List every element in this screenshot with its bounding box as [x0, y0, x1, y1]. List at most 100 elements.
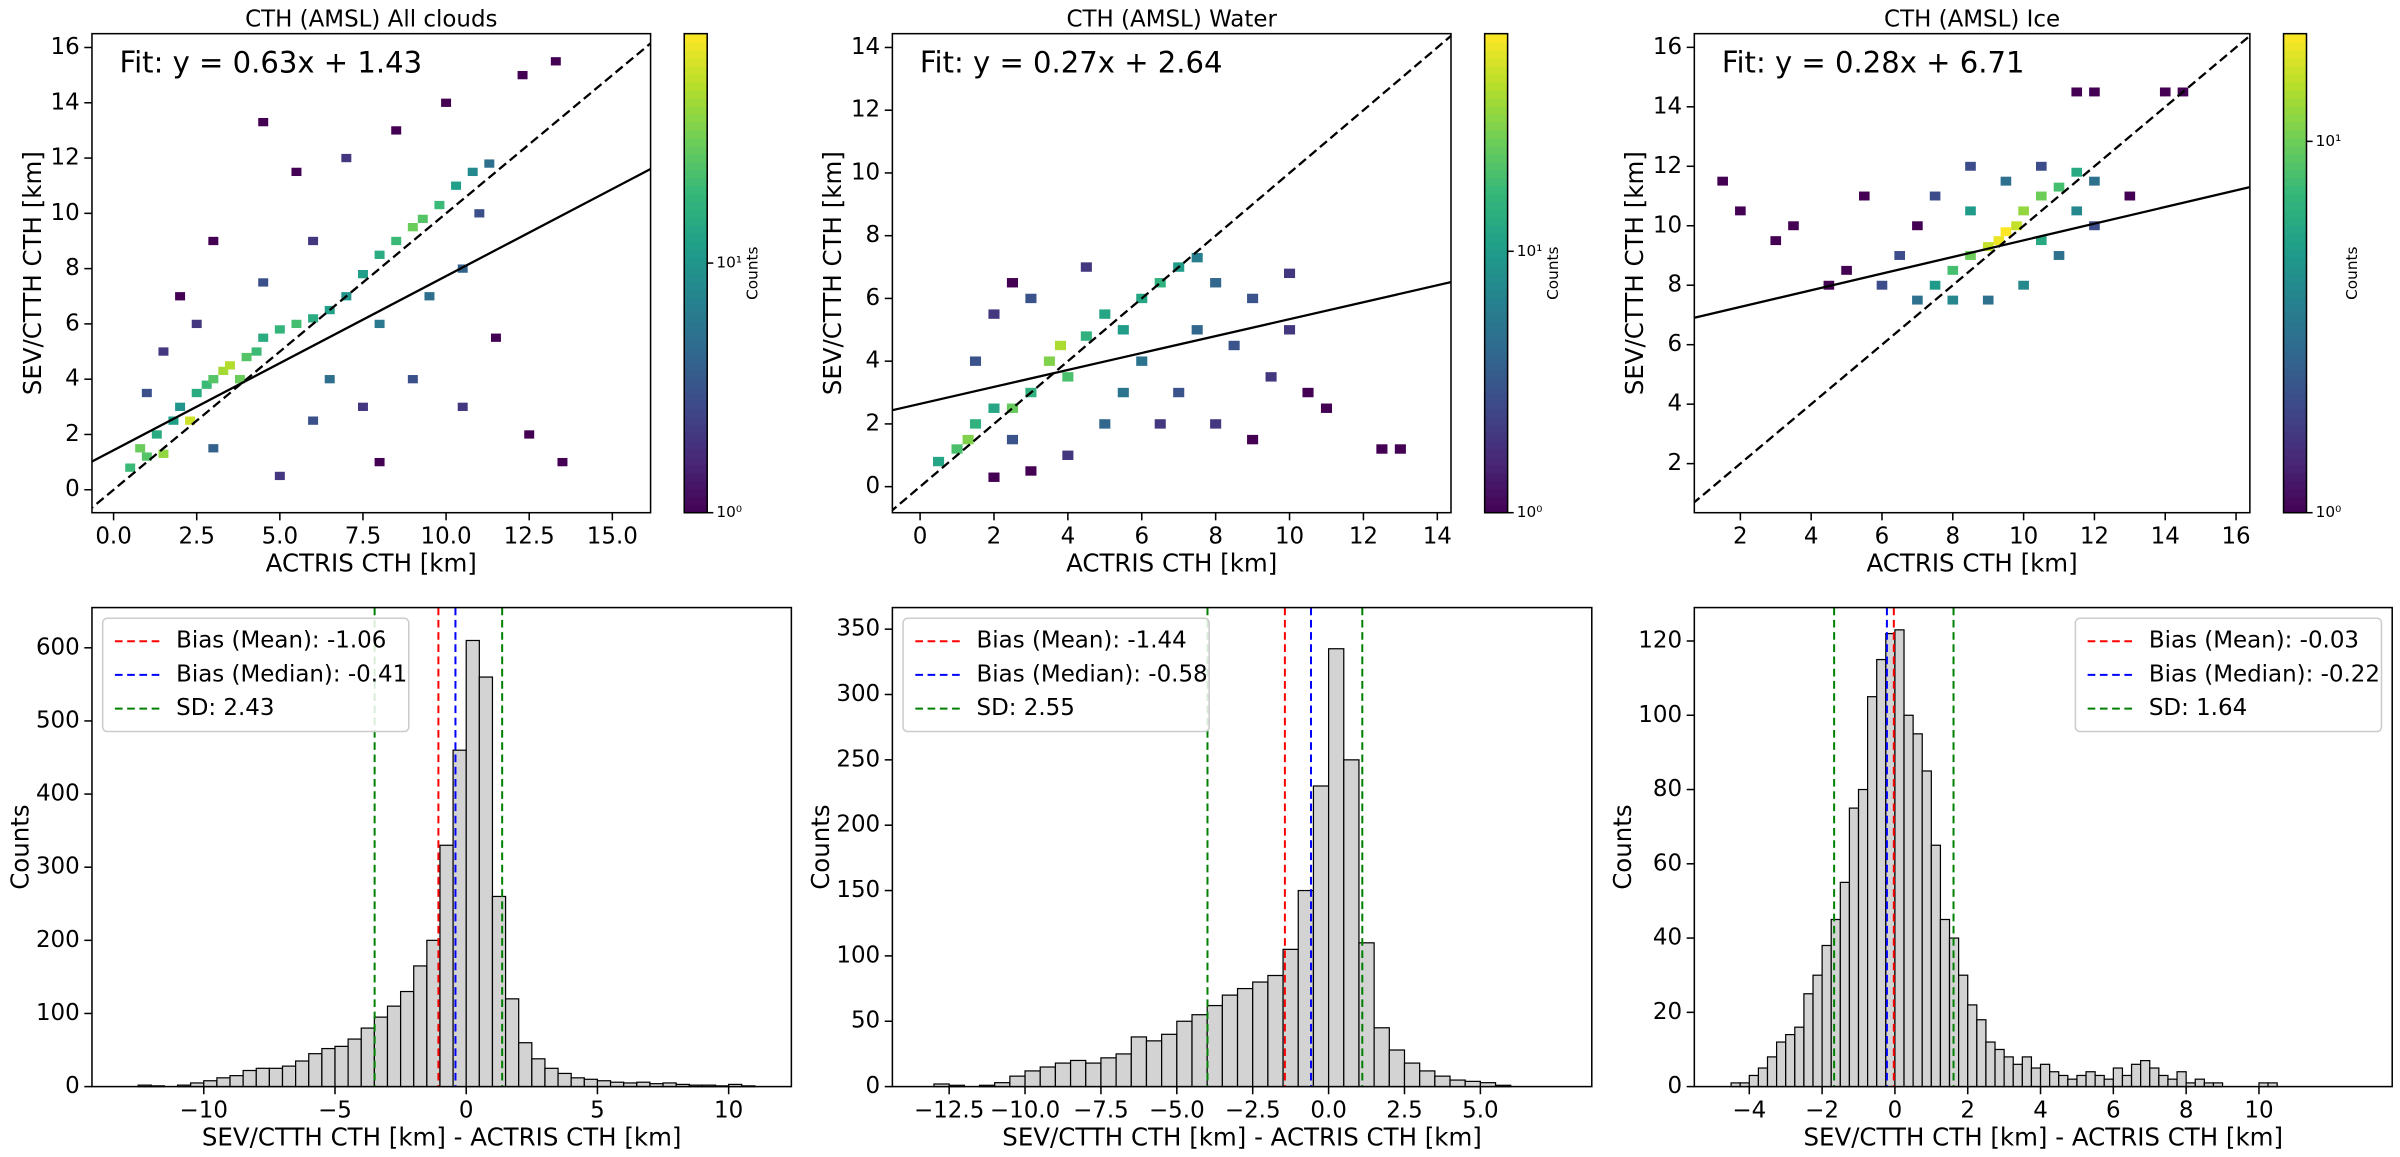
x-tick-label: 8	[1208, 524, 1223, 550]
heatmap-cell	[175, 402, 186, 411]
colorbar-step	[2283, 313, 2307, 322]
colorbar-step	[684, 353, 708, 362]
x-tick-label: 14	[1423, 524, 1452, 550]
colorbar-step	[684, 129, 708, 139]
heatmap-cell	[2159, 87, 2171, 97]
colorbar-step	[2283, 177, 2307, 187]
y-axis-label: SEV/CTTH CTH [km]	[818, 151, 847, 395]
heatmap-cell	[1894, 251, 1906, 260]
x-tick-label: −7.5	[1073, 1098, 1129, 1124]
heatmap-cell	[2089, 176, 2100, 186]
histogram-bar	[413, 965, 428, 1088]
x-tick-label: 8	[1946, 524, 1961, 550]
colorbar-step	[684, 480, 708, 490]
colorbar-tick-label: 10¹	[716, 254, 742, 272]
histogram-bar	[281, 1065, 297, 1088]
y-tick-label: 14	[851, 34, 880, 60]
histogram-bar	[1985, 1041, 1996, 1088]
x-tick-label: 5.0	[1462, 1098, 1498, 1124]
y-tick-label: 0	[1667, 1073, 1682, 1099]
heatmap-cell	[241, 352, 252, 362]
heatmap-cell	[1154, 419, 1166, 429]
heatmap-cell	[2071, 167, 2083, 177]
colorbar-step	[1484, 145, 1508, 155]
colorbar-step	[2283, 57, 2307, 67]
heatmap-cell	[357, 270, 368, 279]
histogram-bar	[1054, 1062, 1072, 1088]
y-tick-label: 2	[866, 410, 881, 436]
colorbar-step	[1484, 169, 1508, 179]
heatmap-cell	[1210, 419, 1222, 429]
heatmap-cell	[1080, 331, 1092, 341]
y-tick-label: 4	[1667, 391, 1682, 417]
colorbar-step	[684, 289, 708, 298]
colorbar-step	[2283, 89, 2307, 99]
histogram-bar	[1419, 1070, 1436, 1088]
heatmap-cell	[374, 319, 385, 329]
heatmap-cell	[191, 319, 202, 329]
y-tick-label: 250	[836, 746, 880, 772]
heatmap-cell	[308, 236, 319, 246]
heatmap-cell	[258, 333, 269, 342]
heatmap-cell	[201, 380, 212, 389]
histogram-bar	[1775, 1041, 1787, 1088]
colorbar-step	[684, 504, 708, 514]
histogram-bar	[334, 1045, 349, 1088]
heatmap-cell	[208, 236, 219, 246]
y-tick-label: 100	[836, 942, 880, 968]
x-tick-label: 2	[987, 524, 1002, 550]
colorbar-step	[2283, 225, 2307, 235]
colorbar-step	[684, 81, 708, 91]
histogram-bar	[1267, 974, 1284, 1088]
heatmap-cell	[175, 292, 186, 301]
colorbar-step	[2283, 408, 2307, 418]
x-tick-label: 8	[2179, 1098, 2194, 1124]
heatmap-cell	[1117, 387, 1129, 398]
colorbar-step	[1484, 408, 1508, 418]
y-tick-label: 4	[65, 366, 80, 392]
x-tick-label: 5	[590, 1098, 605, 1124]
x-tick-label: 0	[459, 1098, 474, 1124]
x-axis-label: SEV/CTTH CTH [km] - ACTRIS CTH [km]	[1002, 1123, 1482, 1152]
legend-box	[2074, 617, 2383, 733]
x-tick-label: −2	[1805, 1098, 1839, 1124]
identity-line	[91, 41, 651, 510]
heatmap-cell	[234, 375, 245, 384]
legend-box	[101, 617, 410, 733]
heatmap-cell	[125, 463, 136, 472]
heatmap-cell	[1006, 434, 1018, 445]
histogram-bar	[1894, 629, 1905, 1088]
heatmap-cell	[1025, 466, 1037, 476]
colorbar-step	[684, 105, 708, 115]
histogram-bar	[2140, 1059, 2151, 1088]
colorbar-step	[684, 33, 708, 43]
colorbar-step	[1484, 225, 1508, 235]
heatmap-cell	[1876, 280, 1888, 290]
x-tick-label: 5.0	[262, 524, 298, 550]
heatmap-cell	[151, 430, 162, 439]
colorbar-step	[2283, 368, 2307, 378]
heatmap-cell	[191, 388, 202, 398]
heatmap-cell	[1099, 419, 1111, 429]
colorbar-frame	[683, 32, 708, 514]
histogram-bar	[295, 1060, 310, 1088]
heatmap-cell	[185, 416, 196, 425]
heatmap-cell	[2053, 182, 2065, 192]
histogram-bar	[1939, 918, 1951, 1088]
heatmap-cell	[1062, 450, 1074, 460]
heatmap-cell	[2089, 221, 2100, 231]
colorbar-step	[2283, 217, 2307, 227]
histogram-bar	[1848, 807, 1860, 1088]
colorbar-step	[2283, 464, 2307, 474]
colorbar-step	[684, 265, 708, 274]
histogram-bar	[1967, 1004, 1978, 1088]
colorbar-step	[2283, 281, 2307, 290]
histogram-bar	[2012, 1063, 2023, 1088]
heatmap-cell	[467, 167, 478, 177]
x-tick-label: 15.0	[587, 524, 638, 550]
heatmap-cell	[141, 388, 152, 398]
y-tick-label: 100	[1638, 702, 1682, 728]
colorbar-step	[2283, 432, 2307, 442]
colorbar-step	[2283, 73, 2307, 83]
colorbar-step	[684, 297, 708, 306]
